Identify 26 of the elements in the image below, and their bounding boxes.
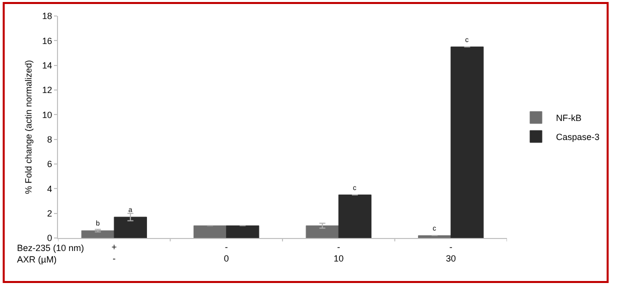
bar — [194, 225, 227, 238]
bar — [226, 225, 260, 238]
y-tick-label: 2 — [47, 208, 52, 218]
y-tick-label: 0 — [47, 233, 52, 244]
x-tick-label: - 30 — [446, 242, 456, 264]
x-tick-label: + - — [111, 242, 117, 264]
y-tick-label: 14 — [42, 60, 52, 70]
x-tick-label: - 10 — [334, 242, 344, 264]
bar — [418, 235, 452, 238]
y-tick-label: 6 — [47, 159, 52, 170]
legend-label: NF-kB — [556, 113, 582, 124]
y-tick-label: 16 — [42, 36, 52, 46]
y-axis-title: % Fold change (actin normalized) — [24, 60, 34, 194]
text: Bez-235 (10 nm) AXR (µM) — [17, 243, 84, 265]
y-tick-label: 4 — [47, 184, 52, 194]
x-tick-label: - 0 — [224, 242, 229, 264]
bar — [338, 194, 372, 238]
legend-label: Caspase-3 — [556, 132, 600, 142]
bar — [81, 230, 114, 238]
y-tick-label: 8 — [47, 134, 52, 144]
y-tick-label: 10 — [42, 110, 52, 120]
y-tick-label: 18 — [42, 11, 52, 22]
bar — [450, 46, 484, 238]
y-tick-label: 12 — [42, 85, 52, 96]
bar — [306, 225, 339, 238]
bar — [114, 216, 147, 238]
